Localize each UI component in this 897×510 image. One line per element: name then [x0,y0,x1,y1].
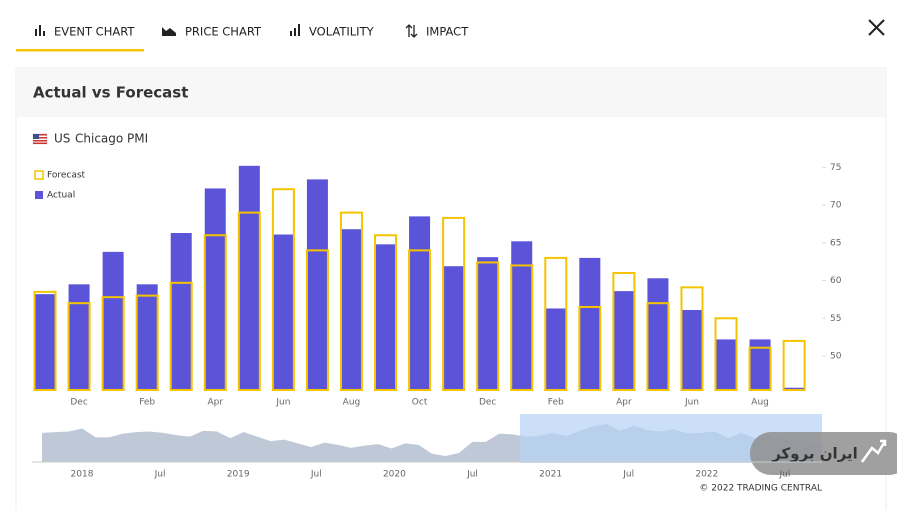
forecast-bar [578,305,602,391]
navigator-label: Jul [778,470,790,480]
actual-bar [68,284,90,390]
forecast-bar [101,296,125,392]
forecast-bar [680,286,704,392]
actual-bar [613,291,635,390]
forecast-bar [169,281,193,391]
x-tick-label: Apr [207,398,223,408]
navigator-label: Jul [154,470,166,480]
icon [35,25,45,36]
x-tick-label: Aug [343,398,361,408]
x-tick-label: Dec [479,398,496,408]
y-tick-label: 75 [830,163,841,173]
forecast-bar [510,264,534,391]
actual-bar [647,278,669,390]
tab-underline [16,49,144,52]
forecast-bar [67,302,91,391]
navigator-label: Jul [310,470,322,480]
icon [405,24,418,38]
legend-label: Forecast [47,171,86,181]
actual-bar [136,284,158,390]
actual-bar [340,229,362,390]
y-tick-label: 50 [830,352,842,362]
x-tick-label: Feb [139,398,155,408]
actual-bar [783,387,805,390]
x-tick-label: Oct [412,398,428,408]
x-tick-label: Aug [751,398,769,408]
forecast-bar [612,272,636,391]
actual-bar [272,234,294,390]
actual-bar [511,241,533,390]
actual-bar [306,179,328,390]
watermark-badge [750,432,897,475]
actual-bar [443,266,465,390]
forecast-bar [442,216,466,391]
actual-bar [102,251,124,390]
forecast-bar [33,290,57,392]
watermark: ایران بروکر [771,445,858,463]
forecast-bar [646,302,670,391]
actual-bar [545,308,567,390]
tab[interactable]: PRICE CHART [185,25,262,39]
forecast-bar [203,234,227,391]
x-tick-label: Jun [275,398,290,408]
actual-bar [579,257,601,390]
actual-bar [204,188,226,390]
legend-swatch [34,170,44,180]
actual-bar [477,257,499,390]
forecast-bar [305,249,329,391]
x-tick-label: Dec [70,398,87,408]
actual-bar [375,244,397,390]
tab[interactable]: IMPACT [426,25,469,39]
panel-header [16,68,886,117]
forecast-bar [408,249,432,391]
x-tick-label: Jun [684,398,699,408]
tab-bar: EVENT CHART PRICE CHART VOLATILITY IMPAC… [16,19,885,52]
navigator-label: 2018 [71,470,94,480]
navigator-label: 2019 [227,470,250,480]
x-tick-label: Feb [548,398,564,408]
forecast-bar [374,234,398,391]
icon [162,27,176,36]
forecast-bar [271,188,295,391]
watermark-icon [860,439,887,463]
forecast-bar [339,211,363,391]
forecast-bar [782,339,806,392]
chart-title: Chicago PMI [75,132,148,146]
y-tick-label: 70 [830,201,842,211]
panel-title: Actual vs Forecast [33,84,188,102]
y-tick-label: 60 [830,276,842,286]
forecast-bar [748,346,772,392]
forecast-bar [544,256,568,391]
y-tick-label: 55 [830,314,841,324]
navigator-label: Jul [622,470,634,480]
copyright: © 2022 TRADING CENTRAL [699,484,822,494]
actual-bar [681,309,703,390]
tab[interactable]: EVENT CHART [54,25,135,39]
actual-bar [34,294,56,390]
forecast-bar [135,294,159,392]
legend-swatch [35,191,43,199]
tab[interactable]: VOLATILITY [309,25,375,39]
navigator-label: 2022 [695,470,718,480]
forecast-bar [714,317,738,391]
navigator-label: 2020 [383,470,406,480]
country: US [54,132,70,146]
forecast-bar [476,261,500,391]
flag [32,133,48,145]
close-button[interactable] [868,19,885,36]
actual-bar [749,339,771,390]
legend-label: Actual [47,191,75,201]
navigator-label: Jul [466,470,478,480]
y-tick-label: 65 [830,238,841,248]
actual-bar [715,339,737,390]
x-tick-label: Apr [616,398,632,408]
navigator-label: 2021 [539,470,562,480]
icon [290,24,300,36]
forecast-bar [237,211,261,391]
actual-bar [238,165,260,390]
actual-bar [409,216,431,390]
actual-bar [170,232,192,390]
